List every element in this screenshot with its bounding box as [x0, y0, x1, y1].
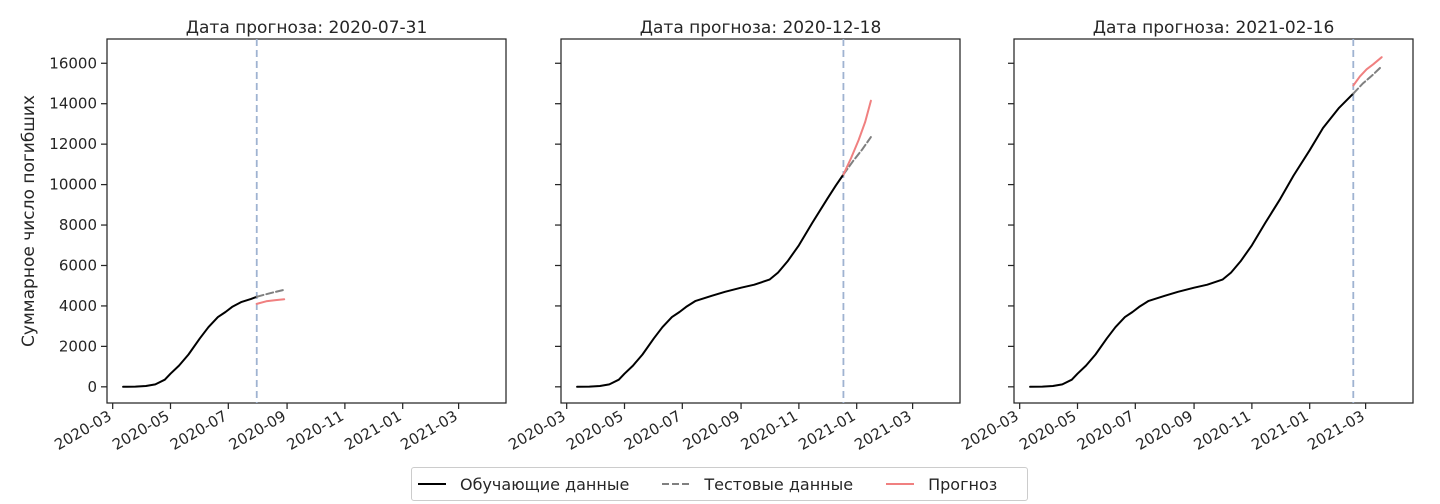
legend: Обучающие данные Тестовые данные Прогноз [411, 467, 1028, 501]
series-line-test [255, 288, 286, 298]
y-axis-label: Суммарное число погибших [19, 95, 39, 347]
x-tick-label: 2020-09 [1133, 407, 1196, 454]
series-line-training [1029, 92, 1355, 388]
x-tick-label: 2020-07 [1074, 407, 1137, 454]
legend-item-test: Тестовые данные [662, 475, 853, 494]
x-tick-label: 2020-05 [563, 407, 626, 454]
series-line-training [576, 173, 845, 388]
x-tick-label: 2020-03 [51, 407, 114, 454]
series-line-test [842, 136, 872, 176]
x-tick-label: 2020-09 [226, 407, 289, 454]
x-tick-label: 2021-03 [1304, 407, 1367, 454]
y-tick-label: 6000 [59, 256, 97, 274]
x-tick-label: 2021-01 [1248, 407, 1311, 454]
y-tick-label: 16000 [49, 54, 97, 72]
x-tick-label: 2020-11 [1191, 407, 1254, 454]
x-tick-label: 2020-05 [1016, 407, 1079, 454]
y-tick-label: 8000 [59, 216, 97, 234]
chart-panel-3: Дата прогноза: 2021-02-162020-032020-052… [958, 18, 1414, 454]
y-tick-label: 2000 [59, 337, 97, 355]
x-tick-label: 2020-07 [621, 407, 684, 454]
legend-swatch-test [662, 483, 691, 485]
legend-label-test: Тестовые данные [704, 474, 854, 494]
x-tick-label: 2020-09 [680, 407, 743, 454]
y-tick-label: 10000 [49, 176, 97, 194]
y-tick-label: 14000 [49, 95, 97, 113]
series-line-test [1352, 65, 1383, 95]
chart-title: Дата прогноза: 2020-07-31 [186, 18, 428, 38]
series-line-forecast [255, 298, 286, 305]
series-line-forecast [842, 99, 872, 176]
x-tick-label: 2020-03 [958, 407, 1021, 454]
x-tick-label: 2020-11 [284, 407, 347, 454]
legend-swatch-training [418, 483, 446, 485]
legend-label-training: Обучающие данные [460, 474, 630, 494]
plot-frame [106, 38, 507, 404]
plot-frame [560, 38, 961, 404]
chart-panel-1: Дата прогноза: 2020-07-31 0 2000 4000 6000 80… [19, 18, 507, 454]
x-tick-label: 2020-05 [109, 407, 172, 454]
x-tick-label: 2020-03 [505, 407, 568, 454]
legend-swatch-forecast [886, 483, 915, 485]
y-tick-label: 0 [87, 378, 97, 396]
x-tick-label: 2021-01 [795, 407, 858, 454]
y-tick-label: 4000 [59, 297, 97, 315]
x-tick-label: 2020-11 [738, 407, 801, 454]
y-tick-label: 12000 [49, 135, 97, 153]
x-tick-label: 2020-07 [167, 407, 230, 454]
series-line-forecast [1352, 56, 1383, 87]
chart-title: Дата прогноза: 2020-12-18 [640, 18, 882, 38]
x-tick-label: 2021-03 [397, 407, 460, 454]
legend-item-forecast: Прогноз [886, 475, 997, 494]
plot-frame [1013, 38, 1414, 404]
x-tick-label: 2021-01 [341, 407, 404, 454]
x-tick-label: 2021-03 [851, 407, 914, 454]
legend-item-training: Обучающие данные [418, 475, 629, 494]
series-line-training [122, 295, 258, 388]
chart-title: Дата прогноза: 2021-02-16 [1093, 18, 1335, 38]
chart-panel-2: Дата прогноза: 2020-12-182020-032020-052… [505, 18, 961, 454]
legend-label-forecast: Прогноз [928, 474, 998, 494]
